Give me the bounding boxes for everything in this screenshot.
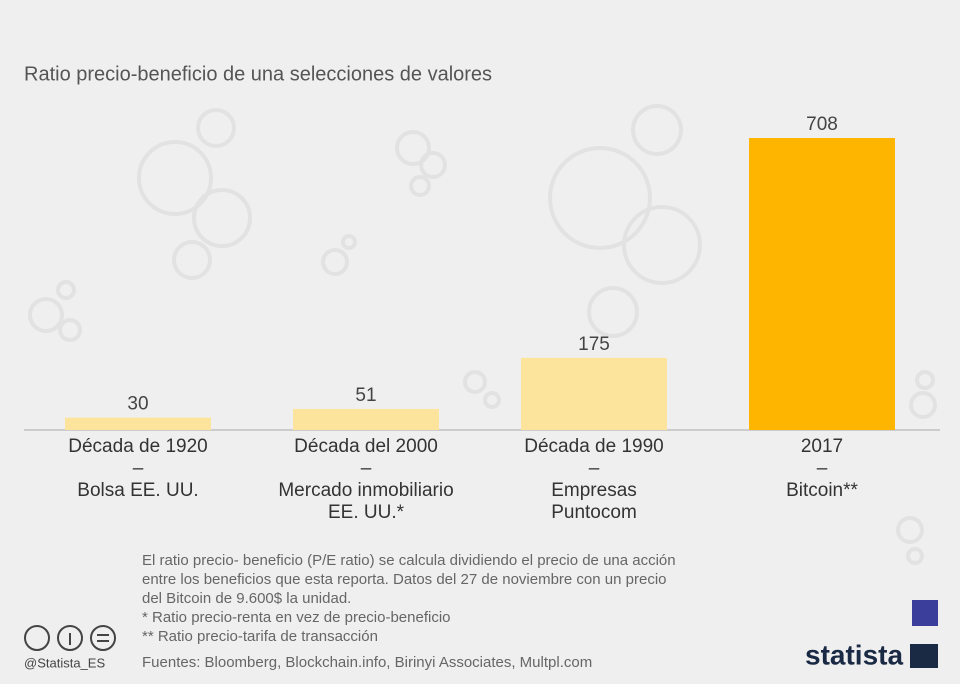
brand-icon [910,644,938,668]
value-label: 708 [806,114,838,135]
x-tick-label: Empresas [551,480,637,501]
value-label: 51 [355,385,376,406]
note-line: ** Ratio precio-tarifa de transacción [142,628,378,645]
note-line: entre los beneficios que esta reporta. D… [142,571,667,588]
note-line: del Bitcoin de 9.600$ la unidad. [142,590,351,607]
bar [749,138,895,430]
x-tick-label: Década de 1920 [68,436,207,457]
bar [65,417,211,430]
bar [521,357,667,430]
chart-title: Ratio precio-beneficio de una seleccione… [24,63,492,85]
x-tick-label: Bolsa EE. UU. [77,480,198,501]
notes: El ratio precio- beneficio (P/E ratio) s… [142,552,676,645]
x-tick-label: – [133,458,144,479]
value-label: 175 [578,334,610,355]
x-tick-label: Mercado inmobiliario [278,480,453,501]
bar [293,408,439,430]
value-label: 30 [127,394,148,415]
source: Fuentes: Bloomberg, Blockchain.info, Bir… [142,654,592,671]
license-icons [24,625,116,651]
note-line: * Ratio precio-renta en vez de precio-be… [142,609,451,626]
x-tick-label: Década del 2000 [294,436,438,457]
x-tick-label: Bitcoin** [786,480,858,501]
note-line: El ratio precio- beneficio (P/E ratio) s… [142,552,676,569]
credit: @Statista_ES [24,655,105,670]
x-tick-label: Década de 1990 [524,436,663,457]
x-tick-label: – [817,458,828,479]
x-tick-label: Puntocom [551,502,637,523]
decoration [28,104,937,565]
brand: statista [805,639,903,670]
x-tick-label: EE. UU.* [328,502,405,523]
x-tick-label: – [589,458,600,479]
x-tick-label: 2017 [801,436,843,457]
logo-icon [912,600,938,626]
x-tick-label: – [361,458,372,479]
